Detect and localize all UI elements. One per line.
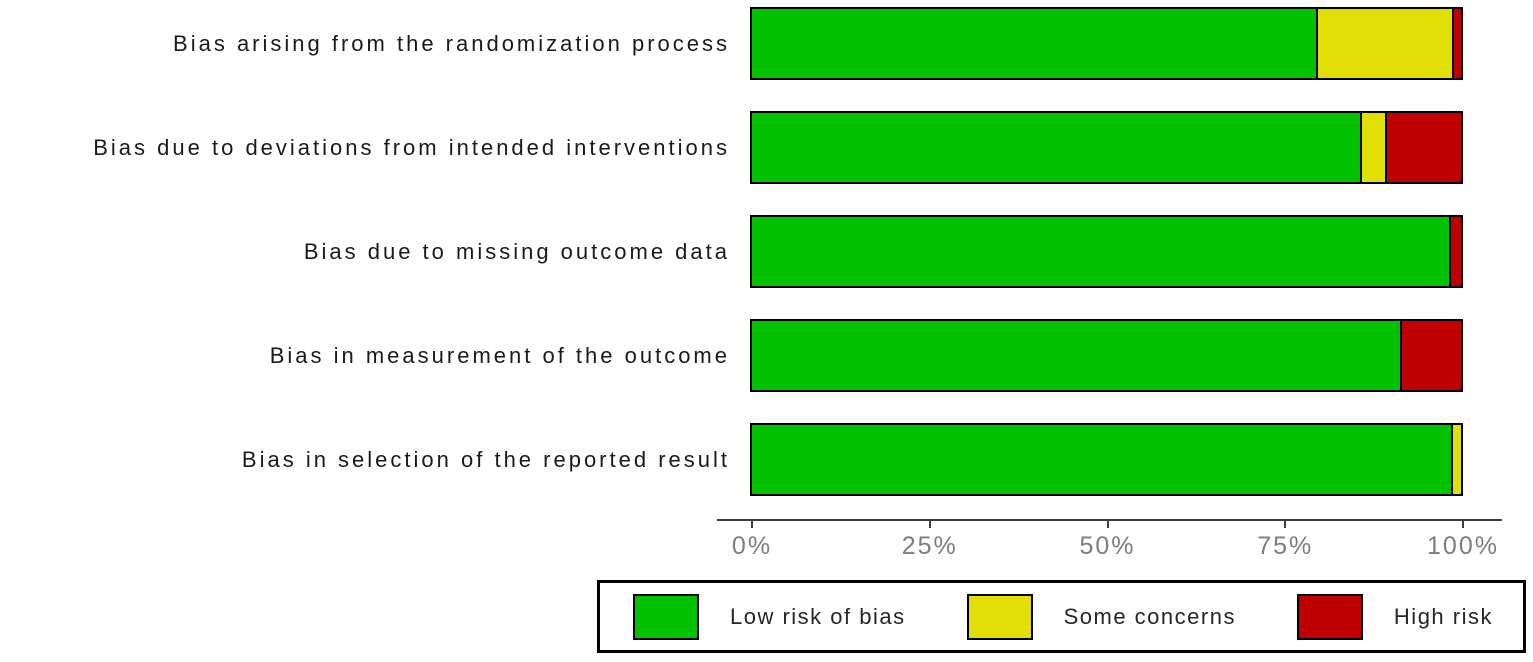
bar-row-deviations: Bias due to deviations from intended int… xyxy=(0,111,1463,184)
bar-segment-low-risk-of-bias xyxy=(752,425,1452,494)
legend-label: Some concerns xyxy=(1063,603,1236,629)
stacked-bar xyxy=(750,319,1463,392)
category-label: Bias due to missing outcome data xyxy=(303,238,730,264)
bar-segment-some-concerns xyxy=(1315,9,1452,78)
axis-tick-label: 50% xyxy=(1079,532,1136,560)
legend-item-low-risk: Low risk of bias xyxy=(633,593,906,640)
stacked-bar xyxy=(750,423,1463,496)
axis-tick xyxy=(1462,521,1464,528)
axis-tick xyxy=(751,521,753,528)
axis-tick xyxy=(1106,521,1109,528)
axis-tick-label: 100% xyxy=(1427,532,1499,560)
low-risk-swatch-icon xyxy=(633,593,699,640)
bar-segment-some-concerns xyxy=(1451,425,1461,494)
bar-segment-high-risk xyxy=(1451,9,1461,78)
legend-item-high-risk: High risk xyxy=(1296,593,1493,640)
legend-label: Low risk of bias xyxy=(730,603,906,629)
bar-row-selection: Bias in selection of the reported result xyxy=(0,423,1463,496)
category-label: Bias in selection of the reported result xyxy=(241,446,730,472)
axis-tick-label: 75% xyxy=(1257,532,1314,560)
bar-row-measurement: Bias in measurement of the outcome xyxy=(0,319,1463,392)
stacked-bar xyxy=(750,111,1463,184)
category-label: Bias in measurement of the outcome xyxy=(269,342,730,368)
bar-row-randomization: Bias arising from the randomization proc… xyxy=(0,7,1463,80)
axis-tick-label: 0% xyxy=(731,532,773,560)
bar-row-missing-data: Bias due to missing outcome data xyxy=(0,215,1463,288)
bar-segment-high-risk xyxy=(1385,113,1461,182)
some-concerns-swatch-icon xyxy=(966,593,1033,640)
category-label: Bias arising from the randomization proc… xyxy=(173,30,730,56)
high-risk-swatch-icon xyxy=(1296,593,1363,640)
axis-tick xyxy=(928,521,931,528)
bar-segment-high-risk xyxy=(1400,321,1461,390)
bar-segment-low-risk-of-bias xyxy=(752,9,1316,78)
axis-tick xyxy=(1284,521,1287,528)
legend: Low risk of bias Some concerns High risk xyxy=(597,580,1526,653)
legend-label: High risk xyxy=(1393,603,1493,629)
stacked-bar xyxy=(750,7,1463,80)
bar-segment-low-risk-of-bias xyxy=(752,113,1361,182)
stacked-bar xyxy=(750,215,1463,288)
bar-segment-low-risk-of-bias xyxy=(752,321,1401,390)
category-label: Bias due to deviations from intended int… xyxy=(93,134,730,160)
axis-tick-label: 25% xyxy=(901,532,958,560)
legend-item-some-concerns: Some concerns xyxy=(966,593,1236,640)
bar-segment-some-concerns xyxy=(1360,113,1386,182)
x-axis-ticks: 0% 25% 50% 75% 100% xyxy=(732,519,1497,564)
bar-segment-low-risk-of-bias xyxy=(752,217,1449,286)
bar-segment-high-risk xyxy=(1448,217,1461,286)
x-axis-line xyxy=(717,519,1502,521)
